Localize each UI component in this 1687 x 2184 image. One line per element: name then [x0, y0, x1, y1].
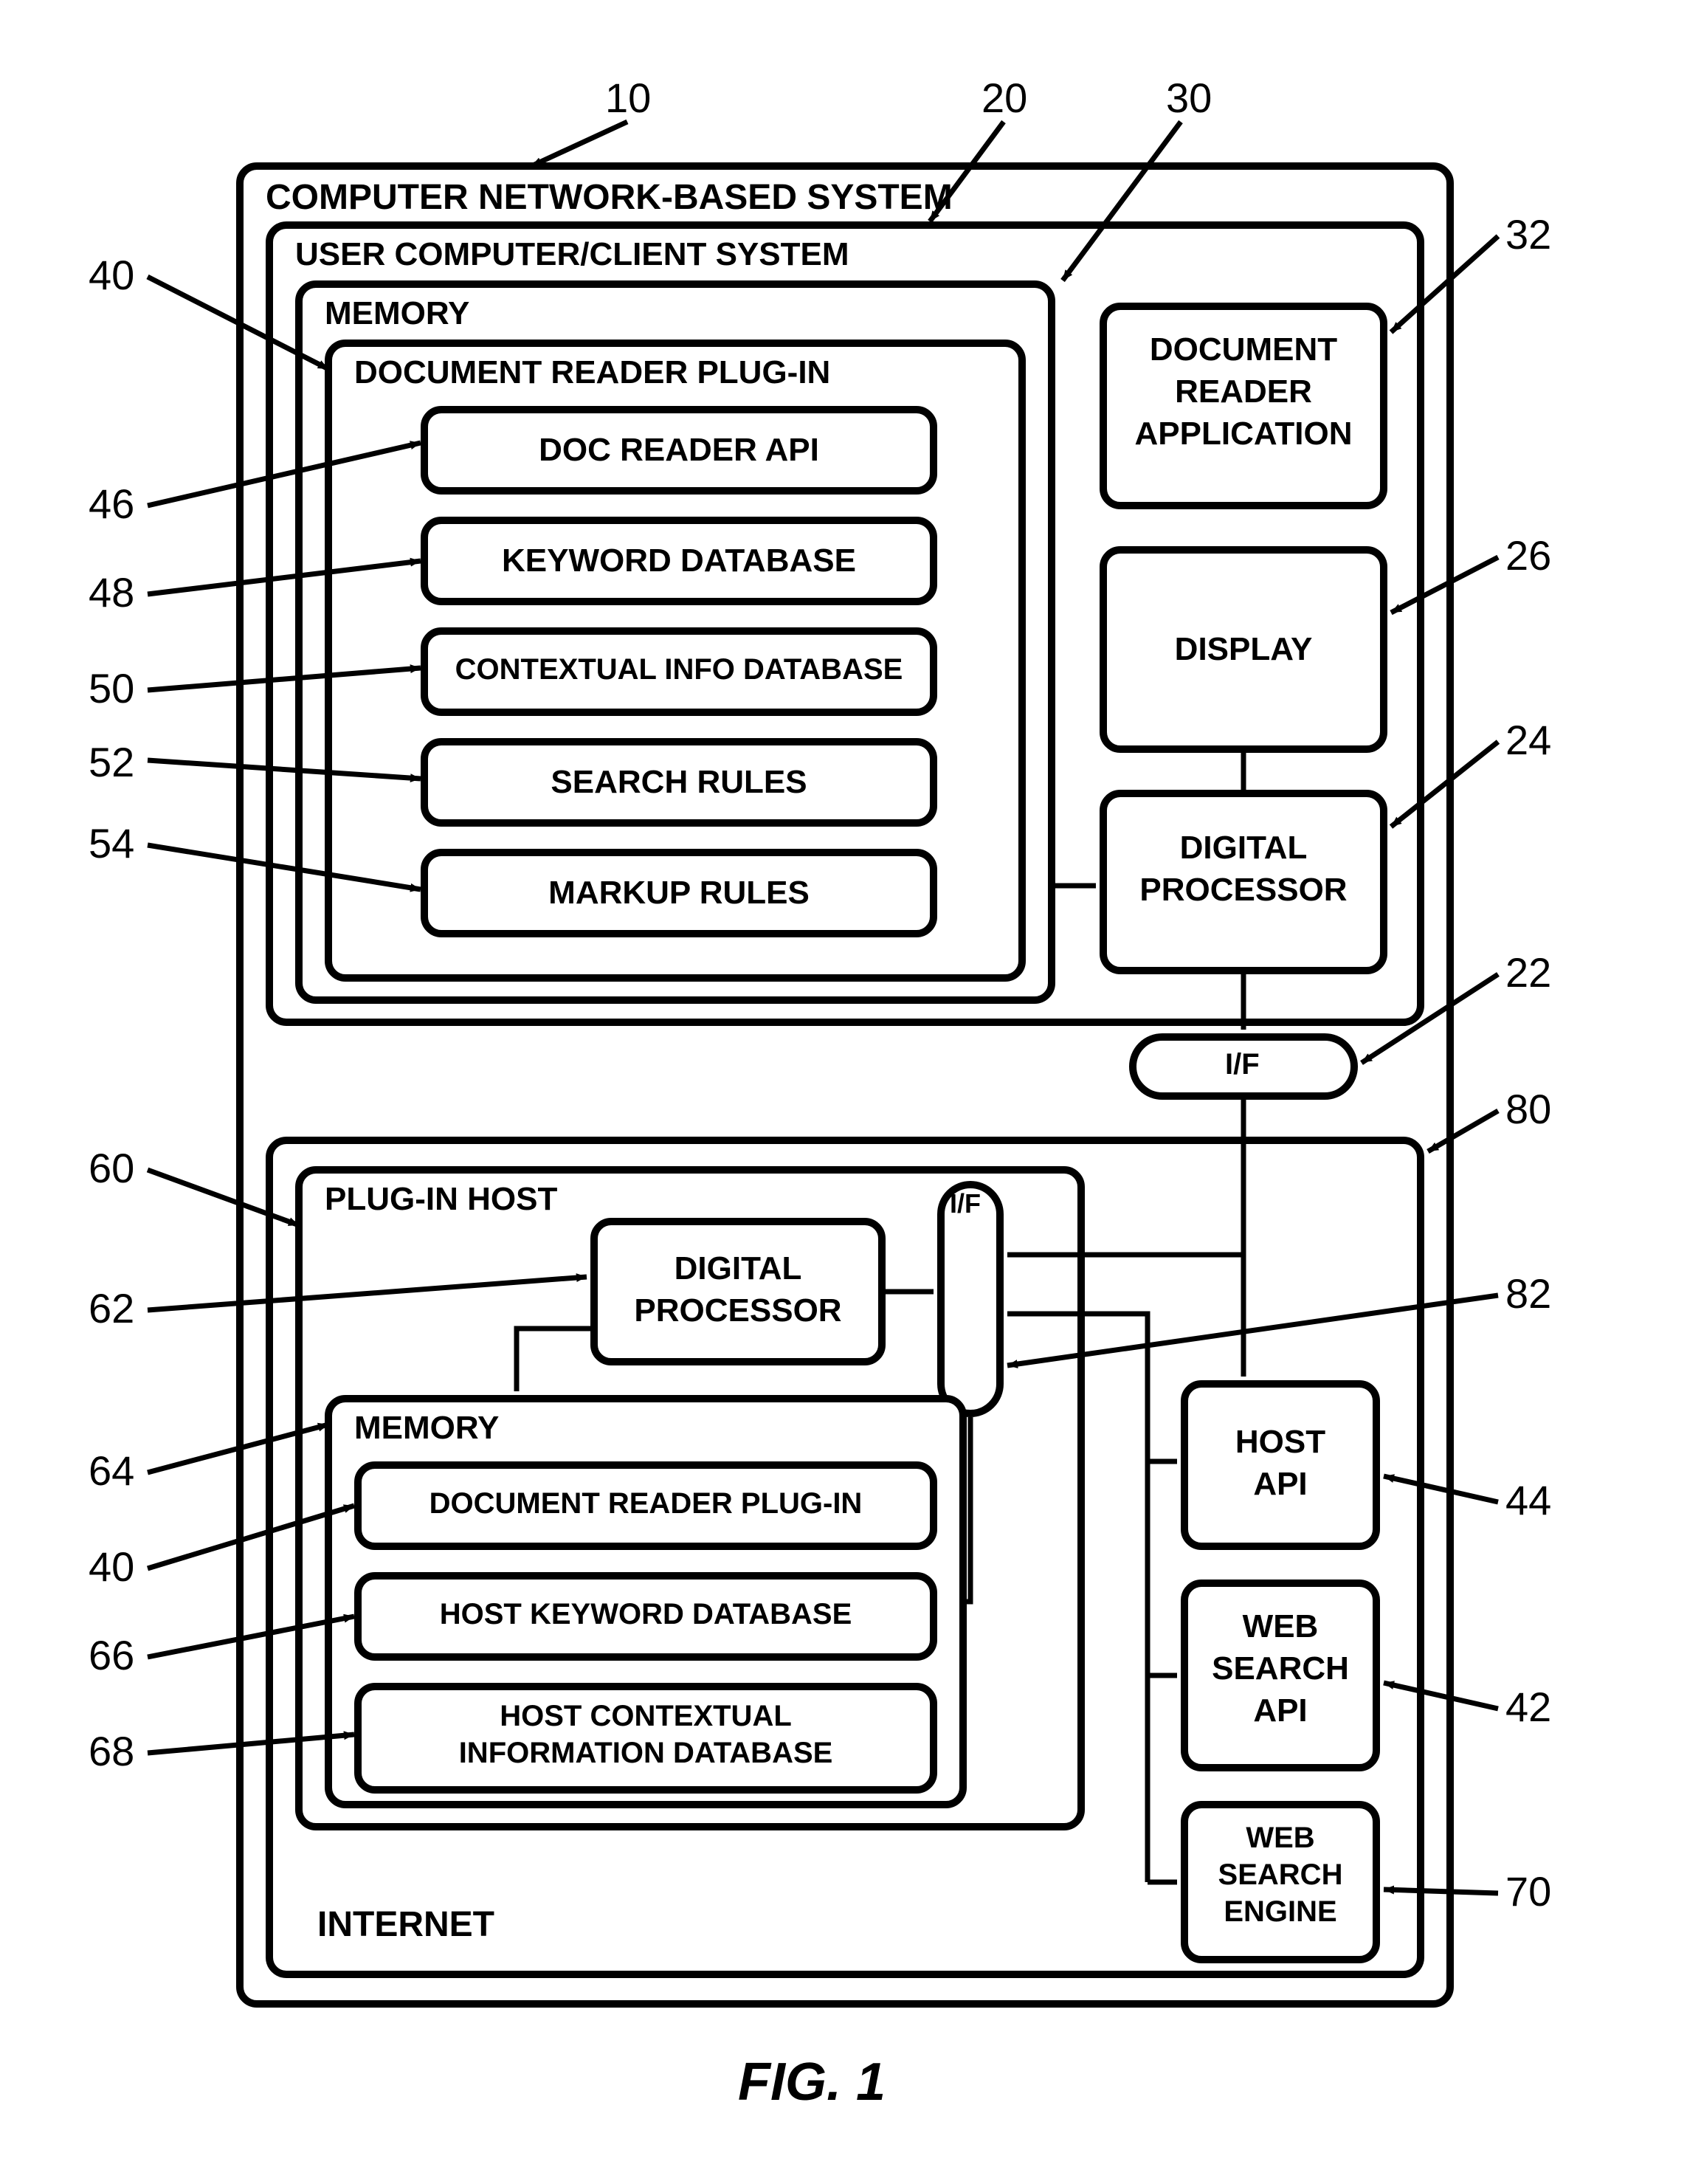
ref-48: 48 — [89, 568, 134, 616]
label-wsapi: WEB SEARCH API — [1181, 1605, 1380, 1732]
label-hcidb: HOST CONTEXTUAL INFORMATION DATABASE — [354, 1698, 937, 1771]
label-system: COMPUTER NETWORK-BASED SYSTEM — [266, 177, 953, 218]
label-db-50: CONTEXTUAL INFO DATABASE — [421, 653, 937, 686]
ref-26: 26 — [1505, 531, 1551, 579]
ref-40: 40 — [89, 251, 134, 299]
label-memory-64: MEMORY — [354, 1410, 499, 1447]
label-dp-62: DIGITAL PROCESSOR — [590, 1247, 886, 1332]
ref-42: 42 — [1505, 1683, 1551, 1731]
ref-60: 60 — [89, 1144, 134, 1192]
ref-82: 82 — [1505, 1270, 1551, 1317]
label-if-22: I/F — [1225, 1048, 1260, 1081]
ref-70: 70 — [1505, 1867, 1551, 1915]
label-db-48: KEYWORD DATABASE — [421, 542, 937, 579]
ref-10: 10 — [605, 74, 651, 122]
ref-22: 22 — [1505, 948, 1551, 996]
ref-50: 50 — [89, 664, 134, 712]
label-app-32: DOCUMENT READER APPLICATION — [1100, 328, 1387, 455]
ref-32: 32 — [1505, 210, 1551, 258]
label-sr-52: SEARCH RULES — [421, 764, 937, 801]
label-if-82: I/F — [950, 1188, 981, 1219]
ref-62: 62 — [89, 1284, 134, 1332]
ref-46: 46 — [89, 480, 134, 528]
ref-30: 30 — [1166, 74, 1212, 122]
label-plugin: DOCUMENT READER PLUG-IN — [354, 354, 830, 391]
label-hkdb: HOST KEYWORD DATABASE — [354, 1598, 937, 1631]
label-wse: WEB SEARCH ENGINE — [1181, 1819, 1380, 1930]
ref-80: 80 — [1505, 1085, 1551, 1133]
label-client: USER COMPUTER/CLIENT SYSTEM — [295, 236, 849, 273]
label-hapi: HOST API — [1181, 1421, 1380, 1505]
label-mr-54: MARKUP RULES — [421, 875, 937, 912]
ref-44: 44 — [1505, 1476, 1551, 1524]
label-plugin-40b: DOCUMENT READER PLUG-IN — [354, 1487, 937, 1520]
label-api-46: DOC READER API — [421, 432, 937, 469]
ref-52: 52 — [89, 738, 134, 786]
ref-54: 54 — [89, 819, 134, 867]
ref-24: 24 — [1505, 716, 1551, 764]
label-display: DISPLAY — [1100, 631, 1387, 668]
ref-20: 20 — [982, 74, 1027, 122]
label-dp-24: DIGITAL PROCESSOR — [1100, 827, 1387, 911]
ref-66: 66 — [89, 1631, 134, 1679]
ref-68: 68 — [89, 1727, 134, 1775]
ref-40b: 40 — [89, 1543, 134, 1591]
ref-64: 64 — [89, 1447, 134, 1495]
label-internet: INTERNET — [317, 1904, 494, 1945]
figure-label: FIG. 1 — [738, 2052, 886, 2112]
label-host: PLUG-IN HOST — [325, 1181, 557, 1218]
label-memory-30: MEMORY — [325, 295, 469, 332]
